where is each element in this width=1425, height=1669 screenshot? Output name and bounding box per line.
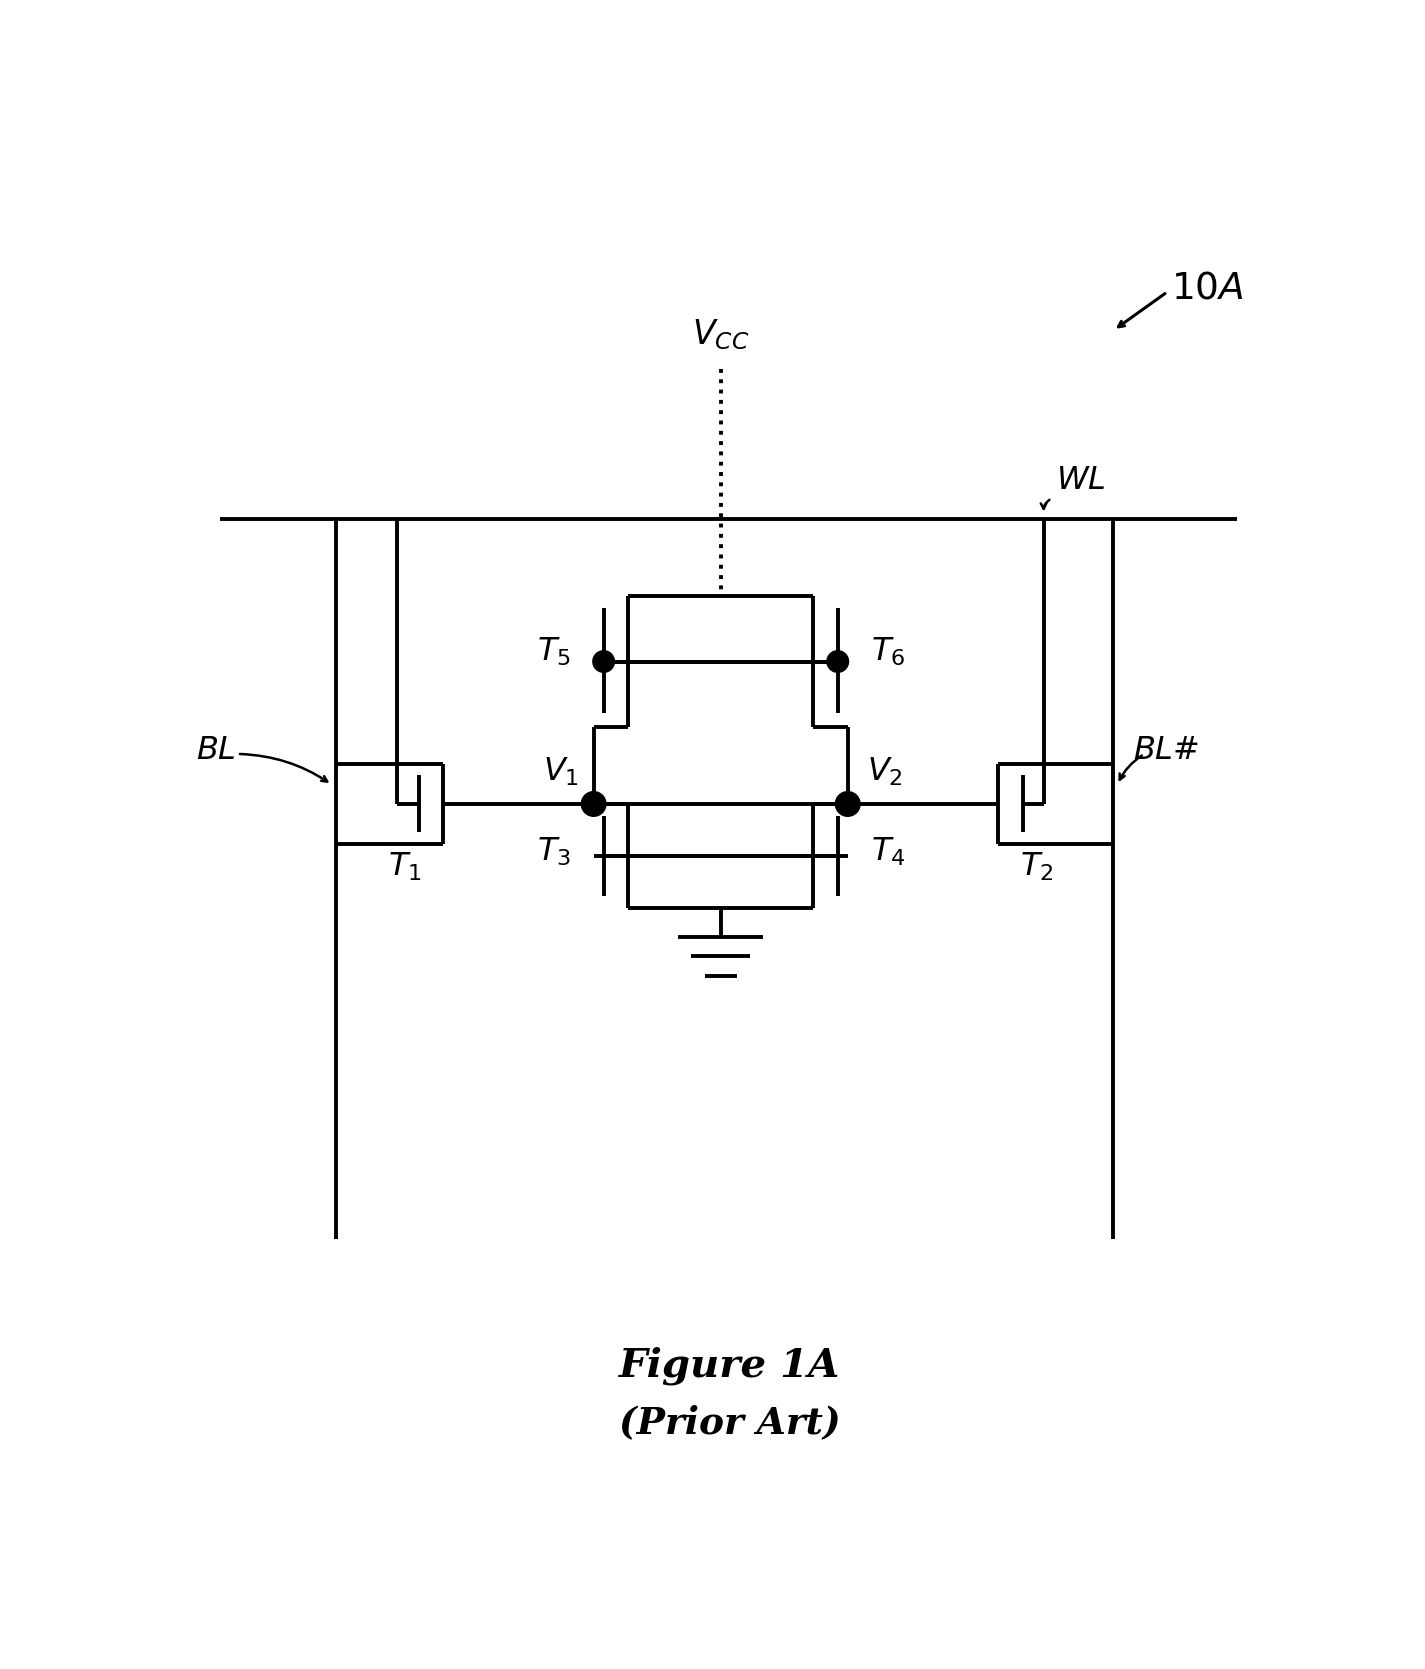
Text: $V_1$: $V_1$ <box>543 756 580 788</box>
Circle shape <box>835 791 861 816</box>
Text: $WL$: $WL$ <box>1056 466 1106 496</box>
Text: Figure 1A: Figure 1A <box>620 1347 841 1385</box>
Text: $T_4$: $T_4$ <box>871 836 905 868</box>
Text: $T_6$: $T_6$ <box>871 636 905 669</box>
Text: $T_2$: $T_2$ <box>1020 851 1053 883</box>
Circle shape <box>581 791 606 816</box>
Text: $BL\#$: $BL\#$ <box>1133 734 1198 766</box>
Text: (Prior Art): (Prior Art) <box>618 1404 841 1440</box>
Circle shape <box>826 651 848 673</box>
Text: $T_5$: $T_5$ <box>537 636 570 669</box>
Text: $V_2$: $V_2$ <box>866 756 902 788</box>
Circle shape <box>593 651 614 673</box>
Text: $\mathit{10A}$: $\mathit{10A}$ <box>1171 270 1244 307</box>
Text: $T_1$: $T_1$ <box>388 851 422 883</box>
Text: $V_{CC}$: $V_{CC}$ <box>693 317 750 352</box>
Text: $T_3$: $T_3$ <box>537 836 570 868</box>
Text: $BL$: $BL$ <box>195 734 235 766</box>
